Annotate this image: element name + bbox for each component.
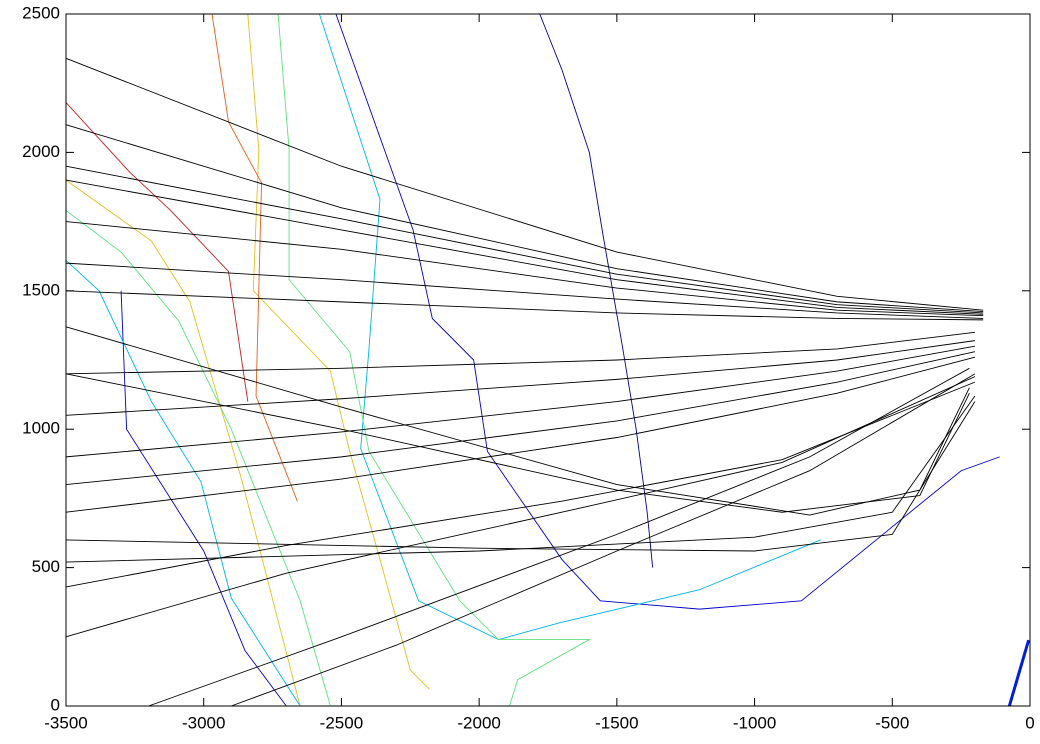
trajectory-line [65,124,984,313]
trajectory-line [247,13,430,690]
trajectory-line [277,13,592,707]
trajectory-line [65,165,984,314]
y-tick-label: 2500 [22,3,60,22]
trajectory-line [65,102,249,402]
trajectory-line [65,290,984,321]
trajectory-line [65,373,970,513]
x-tick-label: 0 [1025,713,1034,732]
trajectory-line [65,381,976,588]
y-tick-label: 0 [51,695,60,714]
trajectory-line [318,13,821,641]
trajectory-line [335,13,1000,610]
trajectory-line [65,260,301,707]
trajectory-line [120,290,287,707]
trajectory-line [65,221,984,317]
trajectory-line [65,376,976,638]
trajectory-line [65,179,984,315]
trajectory-line [65,340,975,416]
trajectory-line [1007,639,1031,707]
trajectory-line [65,326,970,516]
trajectory-line [148,367,970,707]
trajectory-line [65,401,976,552]
trajectory-line [65,262,984,319]
y-tick-label: 500 [32,557,60,576]
trajectory-line [65,331,975,375]
x-tick-label: -2000 [457,713,500,732]
x-tick-label: -3500 [44,713,87,732]
trajectory-line [65,356,976,513]
x-tick-label: -1500 [595,713,638,732]
trajectory-line [231,373,976,707]
y-tick-label: 1000 [22,419,60,438]
plot-frame [65,13,1031,707]
trajectory-line [65,210,331,707]
trajectory-line [65,57,984,311]
x-tick-label: -2500 [320,713,363,732]
trajectory-line [539,13,654,568]
x-tick-label: -1000 [733,713,776,732]
x-tick-label: -3000 [182,713,225,732]
y-tick-label: 1500 [22,280,60,299]
trajectory-line [65,395,976,563]
trajectory-line [211,13,298,502]
y-tick-label: 2000 [22,142,60,161]
x-tick-label: -500 [875,713,909,732]
trajectory-line [65,351,976,486]
trajectory-line [65,345,975,458]
